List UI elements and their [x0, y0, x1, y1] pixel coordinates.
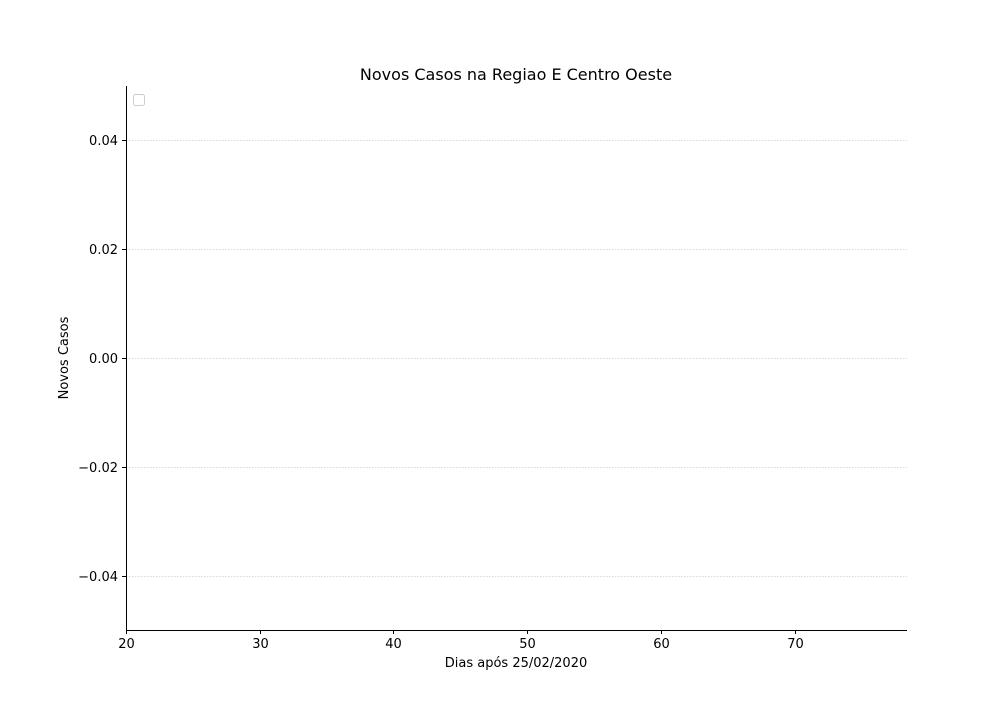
- y-tick-label: 0.02: [89, 243, 118, 258]
- axes: [126, 86, 907, 631]
- x-tick-label: 20: [118, 637, 135, 652]
- chart-title: Novos Casos na Regiao E Centro Oeste: [360, 65, 672, 84]
- y-tick-label: 0.00: [89, 352, 118, 367]
- x-tick-label: 60: [653, 637, 670, 652]
- y-tick-label: −0.04: [78, 570, 118, 585]
- legend-box: [133, 94, 145, 106]
- x-axis-label: Dias após 25/02/2020: [445, 656, 588, 671]
- x-tick-label: 30: [252, 637, 269, 652]
- y-tick-label: 0.04: [89, 134, 118, 149]
- y-grid: [126, 140, 907, 577]
- x-tick-label: 50: [519, 637, 536, 652]
- x-tick-label: 40: [385, 637, 402, 652]
- x-ticks: 20 30 40 50 60 70: [118, 630, 804, 652]
- y-axis-label: Novos Casos: [57, 316, 72, 399]
- y-ticks: 0.04 0.02 0.00 −0.02 −0.04: [78, 134, 126, 585]
- x-tick-label: 70: [787, 637, 804, 652]
- y-tick-label: −0.02: [78, 461, 118, 476]
